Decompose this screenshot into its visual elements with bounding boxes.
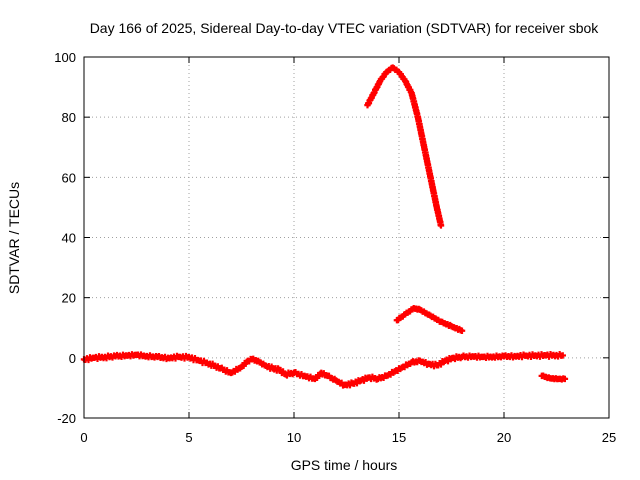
data-point — [458, 327, 466, 334]
data-point — [561, 375, 569, 383]
x-tick-label: 15 — [392, 430, 406, 445]
y-tick-label: 100 — [54, 50, 76, 65]
y-axis-label: SDTVAR / TECUs — [6, 182, 22, 294]
y-tick-label: 60 — [62, 170, 76, 185]
x-tick-label: 20 — [497, 430, 511, 445]
y-tick-label: 40 — [62, 231, 76, 246]
ticks-layer: 0 5 10 15 20 25 -20 0 20 40 60 80 100 — [54, 50, 616, 445]
y-tick-label: -20 — [57, 411, 76, 426]
x-tick-label: 25 — [602, 430, 616, 445]
series-middle-arc — [393, 304, 466, 334]
series-main-track — [80, 350, 566, 389]
data-point — [559, 352, 566, 359]
series-late-segment — [538, 372, 569, 383]
series-upper-arc — [364, 64, 445, 229]
x-tick-label: 5 — [185, 430, 192, 445]
y-tick-label: 0 — [69, 351, 76, 366]
y-tick-label: 80 — [62, 110, 76, 125]
y-tick-label: 20 — [62, 291, 76, 306]
plot-frame — [83, 56, 610, 419]
x-tick-label: 0 — [80, 430, 87, 445]
data-points-layer — [80, 64, 569, 389]
chart-title: Day 166 of 2025, Sidereal Day-to-day VTE… — [90, 20, 600, 36]
x-axis-label: GPS time / hours — [291, 457, 398, 473]
grid-layer — [84, 57, 609, 418]
x-tick-label: 10 — [287, 430, 301, 445]
data-point — [437, 222, 445, 229]
